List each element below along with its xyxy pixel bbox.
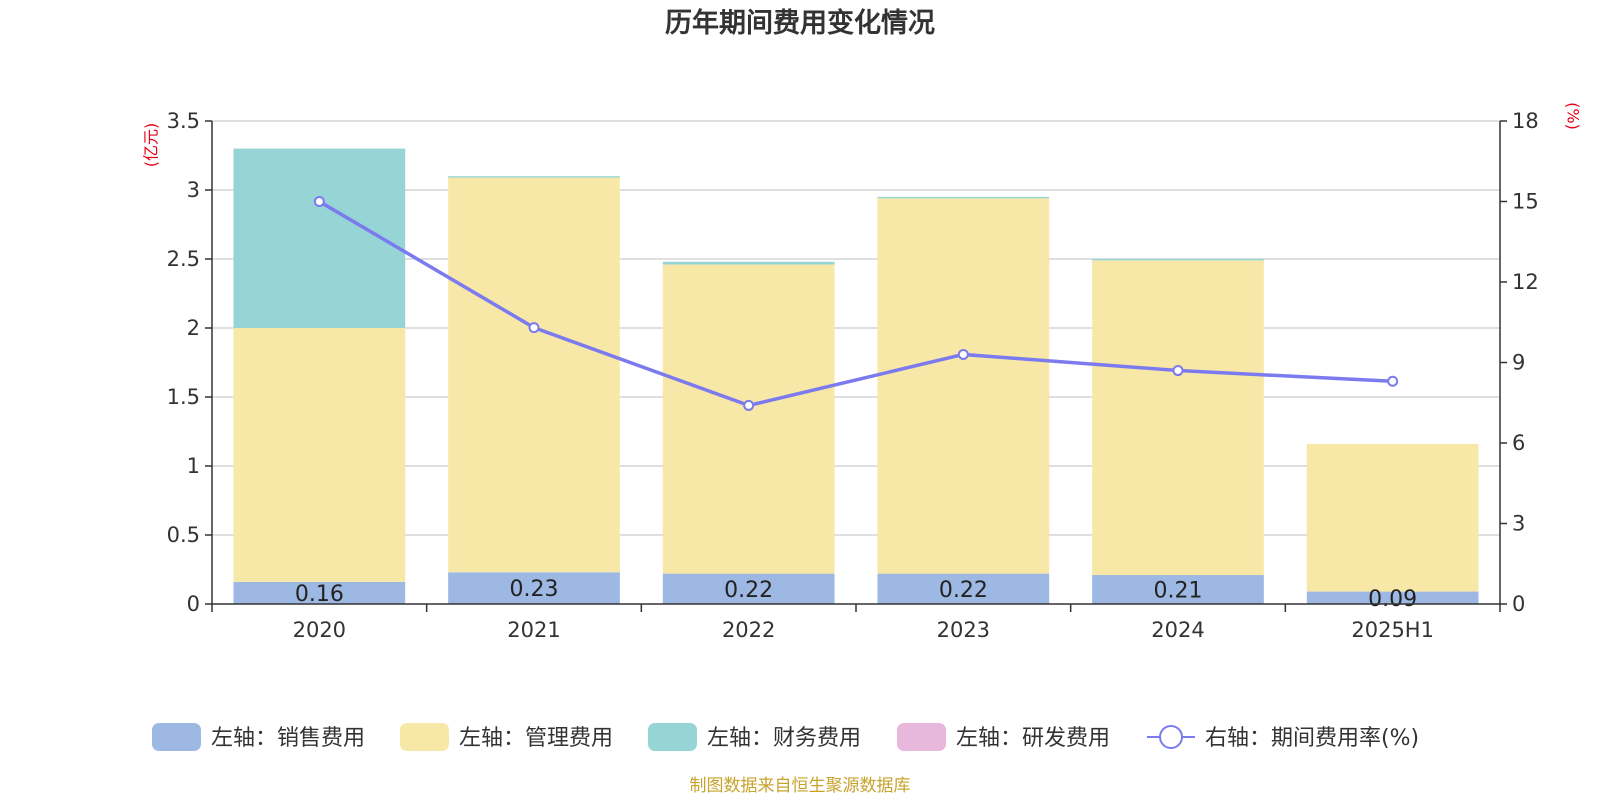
bar-2-2023 bbox=[877, 196, 1050, 199]
x-tick-label: 2020 bbox=[293, 618, 346, 642]
gridlines bbox=[212, 120, 1500, 536]
x-tick-label: 2024 bbox=[1151, 618, 1204, 642]
x-tick-label: 2025H1 bbox=[1351, 618, 1434, 642]
right-tick-label: 15 bbox=[1512, 190, 1539, 214]
bar-1-2023 bbox=[877, 198, 1050, 574]
data-label: 0.09 bbox=[1368, 587, 1417, 612]
left-tick-label: 2 bbox=[187, 316, 200, 340]
chart-title: 历年期间费用变化情况 bbox=[665, 7, 935, 39]
left-tick-label: 0 bbox=[187, 592, 200, 616]
data-label: 0.22 bbox=[939, 578, 988, 603]
bar-2-2024 bbox=[1092, 259, 1264, 261]
bar-1-2025H1 bbox=[1306, 443, 1479, 592]
data-label: 0.21 bbox=[1154, 579, 1203, 604]
source-note: 制图数据来自恒生聚源数据库 bbox=[690, 776, 911, 796]
legend-label: 左轴：财务费用 bbox=[707, 726, 861, 751]
bar-0-2022 bbox=[662, 573, 835, 604]
data-label: 0.23 bbox=[510, 577, 559, 602]
expense-rate-point-2023 bbox=[957, 348, 969, 360]
data-labels: 0.16 0.23 0.22 0.22 0.21 0.09 bbox=[295, 577, 1417, 612]
legend-label: 左轴：销售费用 bbox=[211, 726, 365, 751]
axes: 0 0.5 1 1.5 2 2.5 3 3.5 0 3 6 9 12 15 18 2020 2021 2022 20… bbox=[167, 109, 1539, 642]
left-tick-label: 0.5 bbox=[167, 523, 200, 547]
expense-rate-point-2024 bbox=[1172, 365, 1184, 377]
bar-2-2020 bbox=[233, 148, 406, 328]
left-tick-label: 2.5 bbox=[167, 247, 200, 271]
legend: 左轴：销售费用 左轴：管理费用 左轴：财务费用 左轴：研发费用 右轴：期间费用率(%) bbox=[152, 723, 1419, 751]
bar-0-2024 bbox=[1092, 575, 1264, 604]
legend-label: 左轴：研发费用 bbox=[956, 726, 1110, 751]
expense-rate-polyline bbox=[318, 199, 1393, 408]
bar-1-2022 bbox=[662, 264, 835, 574]
expense-rate-line bbox=[313, 196, 1399, 411]
expense-rate-point-2025H1 bbox=[1387, 375, 1399, 387]
expense-rate-point-2022 bbox=[743, 399, 755, 411]
legend-swatch-1 bbox=[400, 723, 449, 751]
expense-rate-point-2021 bbox=[528, 322, 540, 334]
left-tick-label: 1.5 bbox=[167, 385, 200, 409]
right-tick-label: 0 bbox=[1512, 592, 1525, 616]
left-axis-unit: (亿元) bbox=[142, 123, 161, 168]
right-tick-label: 9 bbox=[1512, 351, 1525, 375]
legend-swatch-3 bbox=[897, 723, 946, 751]
bar-0-2021 bbox=[448, 572, 620, 604]
right-tick-label: 3 bbox=[1512, 512, 1525, 536]
right-tick-label: 18 bbox=[1512, 109, 1539, 133]
right-axis-unit: (%) bbox=[1564, 102, 1583, 130]
bar-2-2021 bbox=[448, 176, 620, 178]
legend-swatch-0 bbox=[152, 723, 201, 751]
legend-swatch-2 bbox=[648, 723, 697, 751]
left-tick-label: 3 bbox=[187, 178, 200, 202]
legend-label: 左轴：管理费用 bbox=[459, 726, 613, 751]
bar-1-2020 bbox=[233, 328, 406, 582]
x-tick-label: 2022 bbox=[722, 618, 775, 642]
data-label: 0.22 bbox=[724, 578, 773, 603]
left-tick-label: 3.5 bbox=[167, 109, 200, 133]
bar-1-2021 bbox=[448, 177, 620, 573]
legend-line-marker bbox=[1159, 725, 1183, 749]
data-label: 0.16 bbox=[295, 582, 344, 607]
bar-0-2025H1 bbox=[1306, 591, 1479, 604]
bars bbox=[233, 148, 1479, 604]
bar-1-2024 bbox=[1092, 260, 1264, 576]
right-tick-label: 6 bbox=[1512, 431, 1525, 455]
x-tick-label: 2021 bbox=[507, 618, 560, 642]
right-tick-label: 12 bbox=[1512, 270, 1539, 294]
x-tick-label: 2023 bbox=[937, 618, 990, 642]
bar-2-2022 bbox=[662, 261, 835, 265]
bar-0-2023 bbox=[877, 573, 1050, 604]
legend-label: 右轴：期间费用率(%) bbox=[1205, 726, 1419, 751]
bar-0-2020 bbox=[233, 581, 406, 604]
expense-rate-point-2020 bbox=[313, 196, 325, 207]
left-tick-label: 1 bbox=[187, 454, 200, 478]
